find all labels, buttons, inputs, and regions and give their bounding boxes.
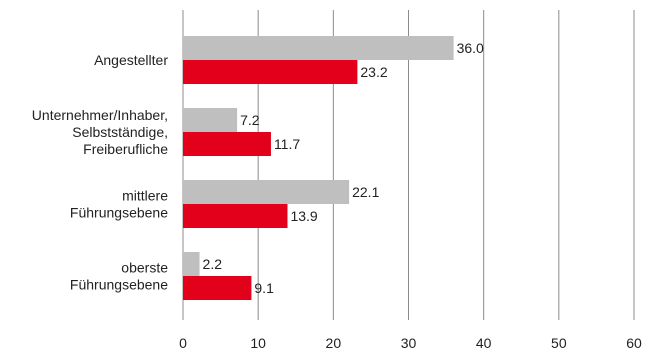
x-tick-label: 60 (626, 335, 642, 351)
bars (183, 36, 454, 300)
category-labels: Angestellter Unternehmer/Inhaber, Selbstst… (32, 52, 169, 293)
bar (183, 36, 454, 60)
bar-value-label: 7.2 (240, 112, 260, 128)
category-label: Angestellter (94, 52, 168, 68)
category-label: Unternehmer/Inhaber, Selbstständige, Freib… (32, 107, 168, 157)
x-tick-label: 40 (476, 335, 492, 351)
bar (183, 60, 358, 84)
x-tick-label: 10 (250, 335, 266, 351)
x-tick-label: 30 (401, 335, 417, 351)
value-labels: 36.0 23.2 7.2 11.7 22.1 13.9 2.2 9.1 (203, 40, 485, 296)
category-label: mittlere Führungsebene (70, 188, 168, 221)
bar (183, 180, 350, 204)
bar-value-label: 22.1 (352, 184, 379, 200)
bar (183, 132, 271, 156)
category-label: oberste Führungsebene (70, 260, 168, 293)
x-tick-label: 50 (551, 335, 567, 351)
bar-value-label: 23.2 (360, 64, 387, 80)
x-tick-label: 20 (326, 335, 342, 351)
bar (183, 108, 238, 132)
x-tick-label: 0 (179, 335, 187, 351)
bar (183, 276, 252, 300)
bar-value-label: 11.7 (274, 136, 300, 152)
bar-value-label: 36.0 (457, 40, 484, 56)
x-axis-ticks: 0 10 20 30 40 50 60 (179, 335, 642, 351)
bar (183, 204, 288, 228)
bar-value-label: 2.2 (203, 256, 223, 272)
bar-value-label: 13.9 (290, 208, 317, 224)
bar (183, 252, 200, 276)
bar-value-label: 9.1 (254, 280, 274, 296)
